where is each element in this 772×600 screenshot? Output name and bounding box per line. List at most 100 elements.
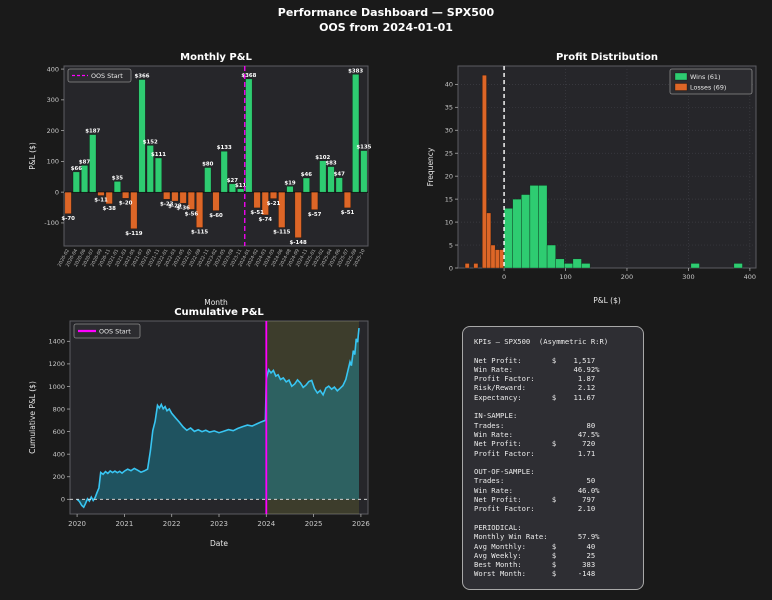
bar-value-label: $-36 [176,205,190,211]
bar-value-label: $-70 [61,216,75,222]
legend-swatch-losses [674,83,688,91]
legend-box [669,68,753,95]
bar-2020-02 [64,191,72,214]
monthly-bars [64,74,368,238]
bar-value-label: $47 [334,172,346,178]
bar-2021-09 [146,145,154,193]
hist-bar [490,244,496,269]
bar-2020-07 [89,134,97,193]
bar-2025-02 [319,160,327,193]
bar-value-label: $102 [315,155,330,161]
bar-value-label: $66 [71,166,83,172]
kpi-panel: KPIs — SPX500 (Asymmetric R:R) Net Profi… [462,326,644,590]
cumulative-pnl-chart: Cumulative P&L 0 200 400 600 800 1000 1200 1400 2… [26,305,376,554]
hist-bar [546,244,556,269]
bar-value-label: $27 [227,178,239,184]
svg-text:2026: 2026 [352,520,370,528]
hist-bar [690,263,700,269]
bar-2024-09 [294,191,302,238]
svg-text:200: 200 [53,473,65,481]
hist-bar [564,263,574,269]
chart-title: Monthly P&L [180,52,252,63]
svg-text:400: 400 [744,273,756,281]
bar-value-label: $135 [356,145,371,151]
hist-bar [499,249,505,269]
hist-bar [555,258,565,269]
bar-2021-11 [154,157,163,193]
bar-value-label: $-21 [267,201,281,207]
hist-bar [733,263,743,269]
hist-bar [486,212,492,269]
bar-value-label: $-148 [290,240,307,246]
hist-bar [512,198,522,269]
bar-value-label: $366 [135,74,150,80]
hist-bar [464,263,470,269]
svg-text:100: 100 [559,273,571,281]
bar-value-label: $-23 [160,201,174,207]
legend-label: Wins (61) [690,73,720,81]
svg-text:1200: 1200 [48,360,65,368]
bar-value-label: $-115 [273,230,290,236]
bar-2024-02 [253,191,261,209]
legend-label: Losses (69) [690,84,726,92]
svg-text:200: 200 [621,273,633,281]
svg-text:100: 100 [47,158,59,166]
hist-bar [494,249,500,269]
legend-label: OOS Start [99,328,131,336]
svg-text:400: 400 [53,450,65,458]
legend: OOS Start [73,323,141,339]
legend-box [67,68,132,83]
kpi-text: KPIs — SPX500 (Asymmetric R:R) Net Profi… [474,337,609,579]
svg-text:2025: 2025 [305,520,323,528]
legend-label: OOS Start [91,72,123,80]
x-axis-label: Date [210,539,228,548]
svg-text:0: 0 [55,188,59,196]
x-axis-label: Month [204,298,228,307]
svg-text:300: 300 [682,273,694,281]
bar-value-label: $-115 [191,230,208,236]
svg-text:15: 15 [445,195,453,203]
legend: OOS Start [67,68,132,83]
bar-2023-08 [228,183,236,193]
bar-2022-07 [187,191,195,210]
bar-value-label: $-11 [94,198,108,204]
bar-value-label: $111 [151,152,166,158]
bar-value-label: $19 [284,180,296,186]
equity-line [76,328,360,509]
page-title-line2: OOS from 2024-01-01 [319,21,453,34]
cumulative-pnl-plot: Cumulative P&L 0 200 400 600 800 1000 1200 1400 2… [28,307,370,548]
oos-span [266,321,360,514]
bar-value-label: $187 [85,129,100,135]
svg-text:2022: 2022 [163,520,181,528]
hist-wins [503,185,743,269]
bar-value-label: $80 [202,162,214,168]
plot-area [457,65,757,269]
profit-distribution-chart: Profit Distribution 0 5 10 15 20 25 30 35 40 0 100 2… [424,50,764,312]
y-axis-label: Frequency [426,147,435,186]
hist-bar [529,185,539,269]
svg-text:1400: 1400 [48,338,65,346]
bar-2022-05 [179,191,187,204]
bar-2024-01 [245,78,253,193]
bar-2020-04 [72,171,80,193]
bar-2024-06 [278,191,286,228]
bar-2020-09 [97,191,105,196]
hist-bar [473,263,479,269]
bar-value-label: $-119 [125,231,142,237]
legend-swatch-wins [674,72,688,81]
bar-value-label: $-74 [259,217,273,223]
bar-2020-11 [105,191,113,205]
page-title-line1: Performance Dashboard — SPX500 [277,6,495,19]
bar-value-label: $-20 [119,201,133,207]
svg-text:400: 400 [47,65,59,73]
bar-2025-01 [311,191,319,210]
svg-text:20: 20 [445,172,453,180]
svg-text:2023: 2023 [210,520,228,528]
chart-title: Profit Distribution [556,52,658,63]
svg-text:2021: 2021 [115,520,133,528]
y-axis-label: P&L ($) [28,142,37,170]
bar-2024-11 [302,177,310,193]
bar-2023-02 [212,191,220,211]
bar-value-label: $46 [301,172,313,178]
